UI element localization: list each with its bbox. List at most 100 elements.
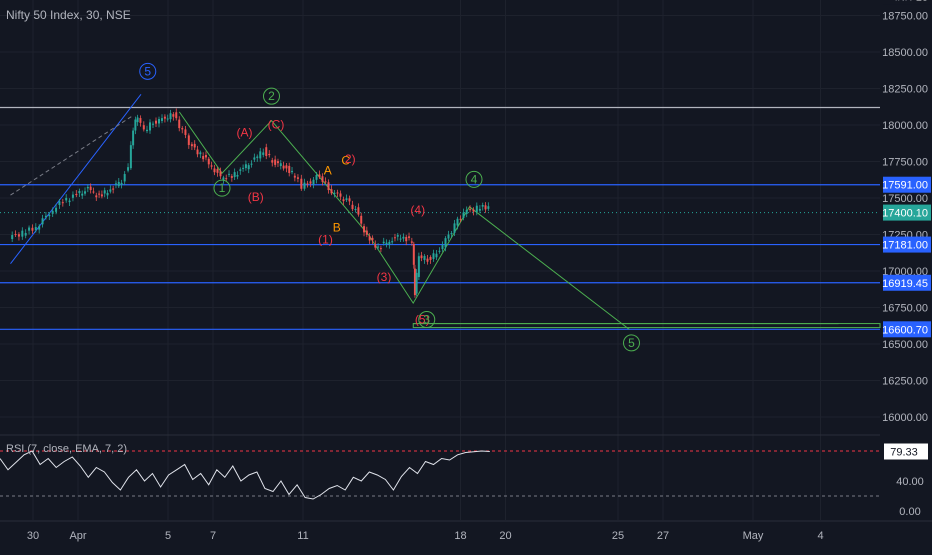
wave-label: (5)	[415, 313, 430, 327]
candle-body	[447, 234, 450, 239]
candle-body	[279, 163, 282, 167]
price-tick-label: 16000.00	[882, 412, 928, 424]
candle-body	[103, 190, 106, 194]
time-tick-label: 30	[27, 530, 39, 542]
candle-body	[114, 183, 117, 185]
candle-body	[202, 156, 205, 160]
price-level-tag[interactable]	[883, 236, 931, 253]
last-price-tag[interactable]	[883, 204, 931, 221]
candle-body	[127, 167, 130, 171]
candle-body	[48, 214, 51, 217]
candle-body	[38, 226, 41, 230]
candle-body	[250, 163, 253, 165]
time-tick-label: 11	[297, 530, 308, 542]
candle-body	[417, 256, 420, 278]
candle-body	[28, 227, 31, 231]
candle-body	[196, 149, 199, 155]
candle-body	[410, 241, 413, 243]
candle-body	[459, 218, 462, 220]
candle-body	[123, 174, 126, 182]
candle-body	[193, 143, 196, 148]
candle-body	[117, 181, 120, 187]
candle-body	[71, 194, 74, 198]
price-axis[interactable]: 16000.0016250.0016500.0016750.0017000.00…	[882, 0, 932, 550]
candle-body	[244, 164, 247, 169]
wave-label-circle	[418, 311, 436, 329]
candle-body	[453, 223, 456, 233]
candle-body	[149, 122, 151, 131]
candle-body	[239, 169, 242, 171]
time-tick-label: 27	[657, 530, 669, 542]
wave-label: 2	[268, 89, 275, 103]
wave-label: 3	[423, 313, 430, 327]
candle-body	[435, 253, 438, 258]
wave-label: 5	[144, 64, 151, 78]
candle-body	[318, 174, 321, 178]
candle-body	[89, 186, 92, 191]
last-price-label: 17400.10	[882, 208, 928, 220]
candle-body	[31, 227, 34, 231]
wave-label: 5	[628, 336, 635, 350]
wave-label-circle	[465, 170, 483, 188]
candle-body	[75, 193, 78, 196]
candle-body	[109, 189, 112, 192]
price-tick-label: 18250.00	[882, 84, 928, 96]
candle-body	[24, 232, 27, 236]
candle-body	[415, 272, 418, 294]
candle-body	[219, 171, 222, 177]
candle-body	[225, 178, 228, 180]
candle-body	[175, 112, 178, 119]
price-tick-label: 17500.00	[882, 193, 928, 205]
support-zone[interactable]	[412, 323, 881, 329]
wave-line[interactable]	[10, 115, 133, 196]
price-tick-label: 18750.00	[882, 11, 928, 23]
rsi-tick-label: 0.00	[899, 506, 920, 518]
price-tick-label: 16250.00	[882, 376, 928, 388]
candle-body	[374, 244, 377, 248]
candle-body	[402, 236, 405, 239]
candle-body	[303, 182, 306, 189]
rsi-title: RSI (7, close, EMA, 7, 2)	[6, 443, 128, 455]
candle-body	[274, 159, 277, 165]
rsi-line	[0, 450, 490, 500]
wave-line[interactable]	[178, 111, 630, 330]
candle-body	[324, 181, 327, 183]
wave-label-circle	[263, 87, 280, 105]
candle-body	[112, 188, 115, 190]
candle-body	[423, 255, 426, 260]
time-axis[interactable]: 30 Apr 5 7 11 18 20 25 27 May 4	[0, 520, 932, 542]
elliott-wave-lines[interactable]	[10, 93, 881, 330]
candle-body	[330, 189, 333, 194]
candle-body	[315, 174, 318, 180]
price-level-tag[interactable]	[883, 0, 931, 5]
candle-body	[327, 182, 330, 191]
candle-body	[247, 165, 250, 170]
horizontal-levels[interactable]	[0, 0, 880, 330]
candle-body	[139, 118, 142, 123]
candle-body	[450, 233, 453, 235]
candle-body	[456, 218, 459, 226]
candle-body	[190, 144, 193, 147]
candle-body	[58, 201, 61, 205]
candle-body	[216, 169, 219, 173]
candle-body	[412, 243, 415, 265]
candle-body	[333, 192, 336, 194]
candle-body	[134, 119, 137, 131]
price-level-tag[interactable]	[883, 321, 931, 338]
price-level-tag[interactable]	[883, 176, 931, 193]
wave-label: (A)	[237, 126, 253, 140]
wave-label: (3)	[377, 270, 392, 284]
candle-body	[259, 151, 262, 159]
price-level-tag[interactable]	[883, 274, 931, 291]
candle-body	[481, 204, 484, 207]
price-tick-label: 17750.00	[882, 157, 928, 169]
candle-body	[84, 191, 87, 194]
candle-body	[429, 257, 432, 260]
price-tick-label: 16500.00	[882, 339, 928, 351]
wave-line[interactable]	[10, 93, 142, 265]
grid	[0, 0, 880, 520]
candle-body	[262, 152, 265, 155]
wave-label: C	[341, 153, 350, 167]
candle-body	[282, 165, 285, 169]
